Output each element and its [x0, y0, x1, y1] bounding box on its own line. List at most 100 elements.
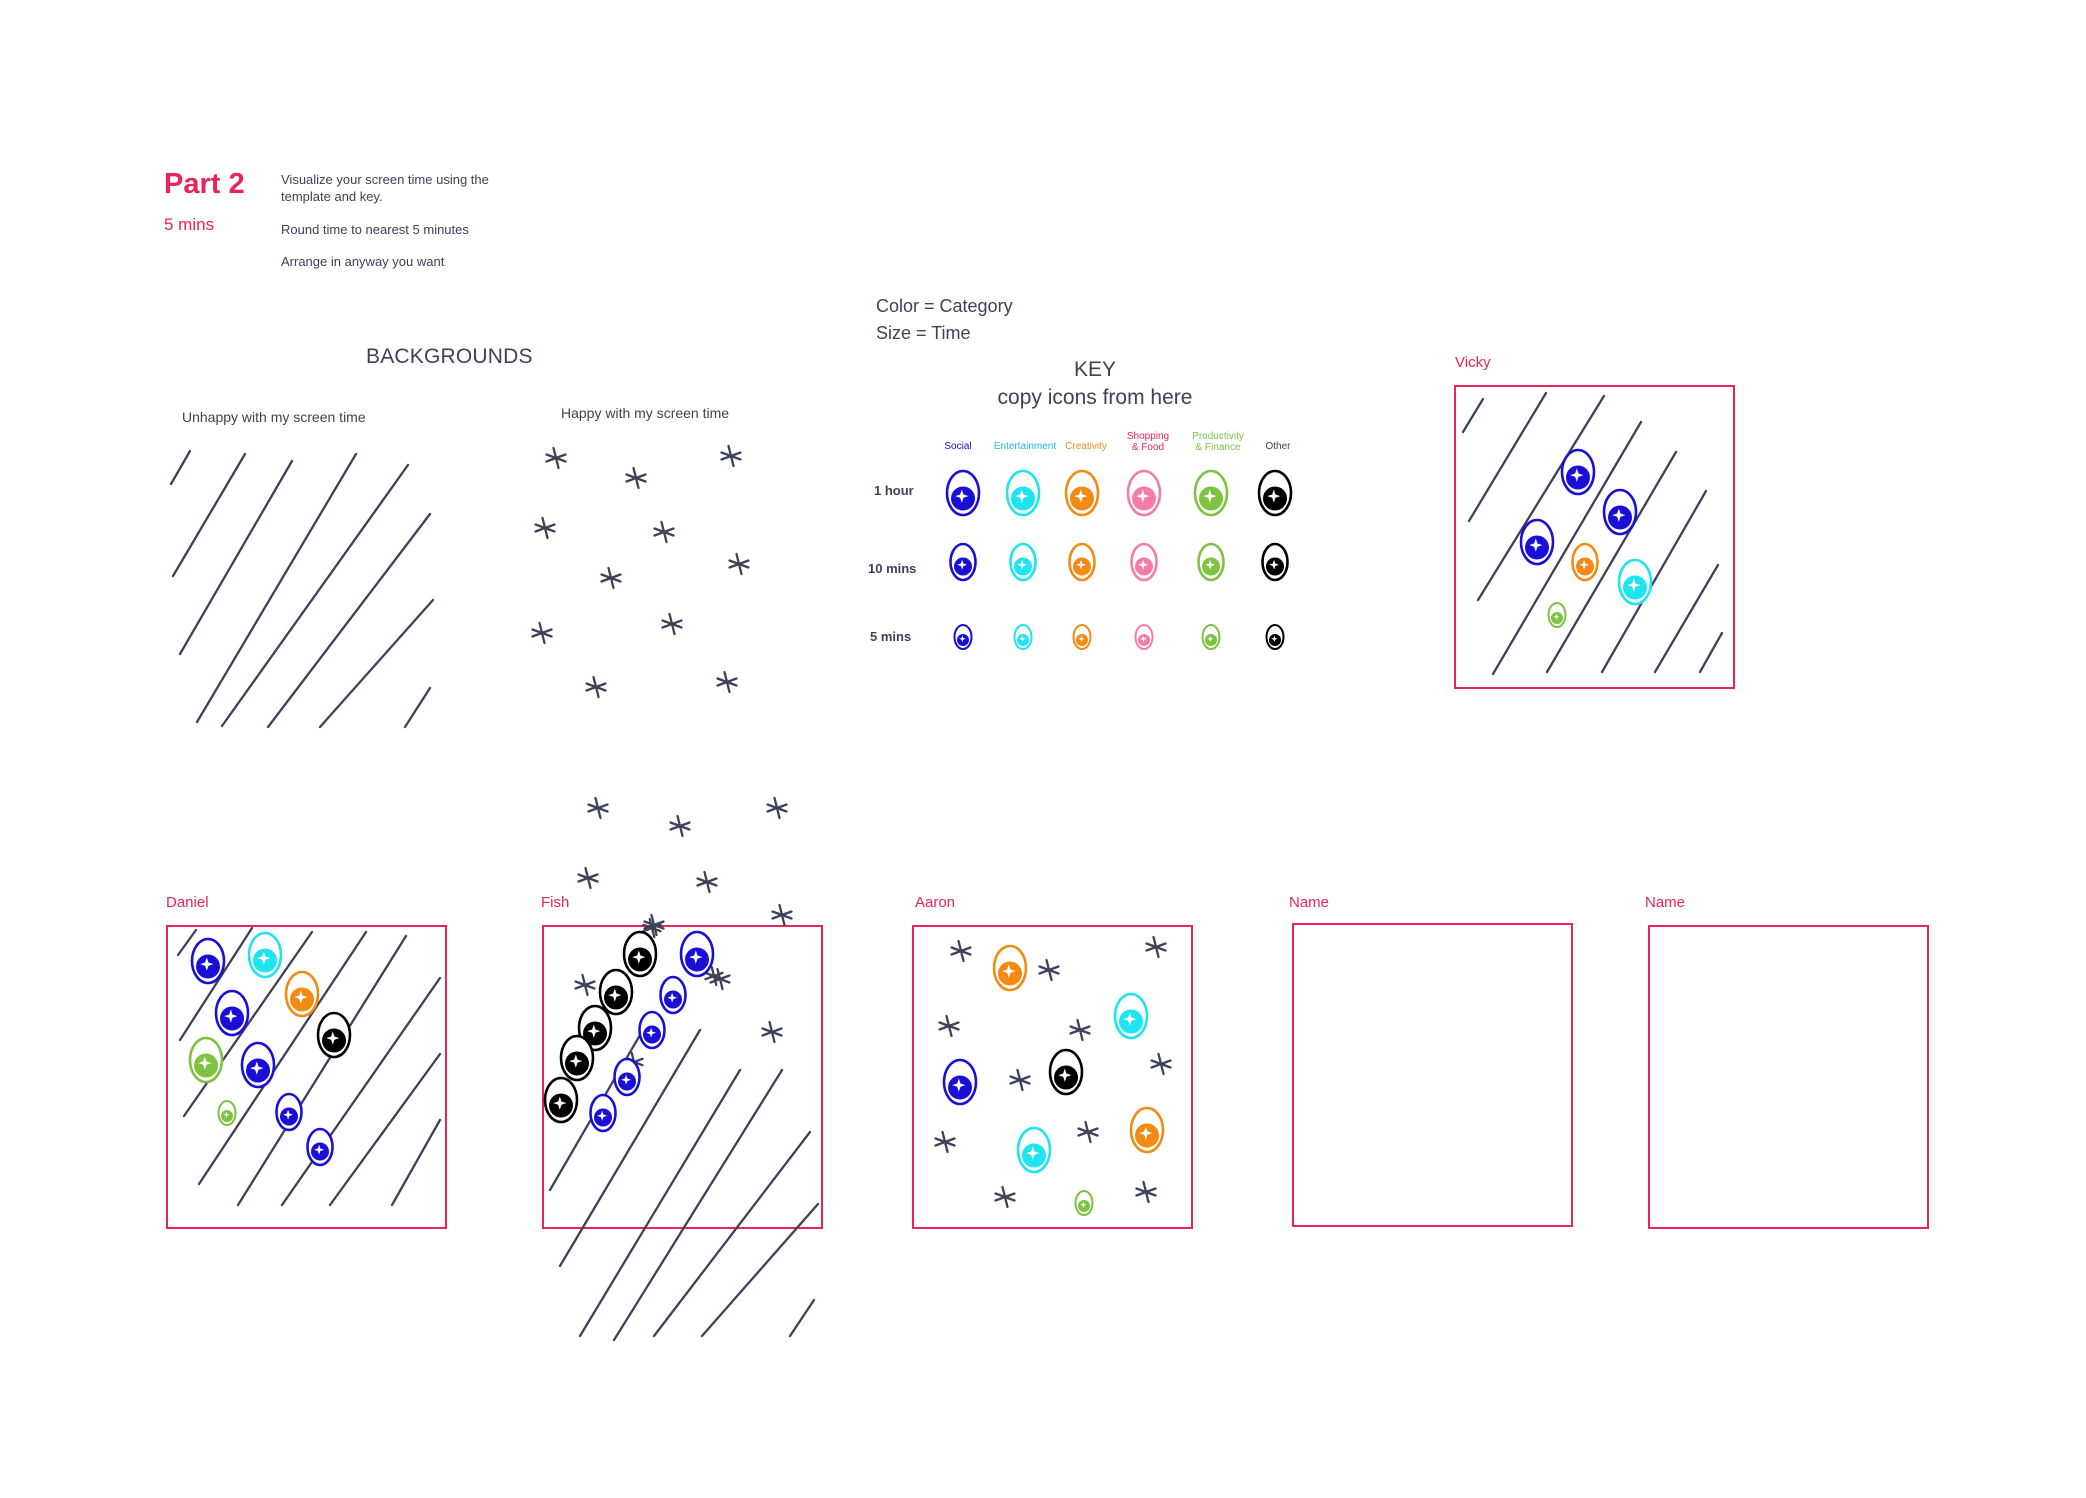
key-category-productivity-finance: Productivity & Finance [1192, 431, 1244, 453]
daniel-productivity-icon[interactable] [188, 1036, 224, 1084]
happy-star [728, 552, 750, 576]
key-category-shopping-food: Shopping & Food [1126, 431, 1170, 453]
board-name-vicky: Vicky [1455, 354, 1491, 371]
aaron-star [950, 939, 972, 963]
daniel-social-icon[interactable] [275, 1092, 303, 1132]
vicky-hatch-line [1461, 397, 1485, 434]
key-icon-5mins[interactable] [1134, 624, 1154, 650]
daniel-productivity-icon[interactable] [217, 1100, 237, 1126]
vicky-hatch-line [1698, 631, 1724, 674]
fish-social-icon[interactable] [679, 930, 715, 978]
aaron-social-icon[interactable] [942, 1058, 978, 1106]
daniel-hatch-line [178, 926, 254, 1042]
key-icon-10mins[interactable] [1009, 542, 1037, 582]
key-category-entertainment: Entertainment [993, 441, 1057, 452]
aaron-creativity-icon[interactable] [992, 944, 1028, 992]
key-icon-10mins[interactable] [949, 542, 977, 582]
vicky-hatch-line [1491, 420, 1643, 676]
key-icon-5mins[interactable] [1013, 624, 1033, 650]
part-title: Part 2 [164, 168, 245, 200]
aaron-other-icon[interactable] [1048, 1048, 1084, 1096]
key-icon-10mins[interactable] [1261, 542, 1289, 582]
unhappy-hatch-line [220, 463, 410, 728]
key-icon-1hour[interactable] [1257, 469, 1293, 517]
vicky-entertainment-icon[interactable] [1617, 558, 1653, 606]
fish-other-icon[interactable] [543, 1076, 579, 1124]
key-icon-5mins[interactable] [1072, 624, 1092, 650]
key-title: KEY copy icons from here [960, 356, 1230, 412]
vicky-social-icon[interactable] [1560, 448, 1596, 496]
aaron-star [1069, 1018, 1091, 1042]
daniel-social-icon[interactable] [306, 1127, 334, 1167]
daniel-creativity-icon[interactable] [284, 970, 320, 1018]
key-icon-1hour[interactable] [1126, 469, 1162, 517]
board-empty-2[interactable] [1648, 925, 1929, 1229]
instruction-round: Round time to nearest 5 minutes [281, 222, 469, 237]
daniel-hatch-line [280, 976, 442, 1207]
vicky-creativity-icon[interactable] [1571, 542, 1599, 582]
happy-star [531, 621, 553, 645]
fish-hatch-line [612, 1068, 784, 1342]
vicky-hatch-line [1545, 450, 1678, 674]
daniel-entertainment-icon[interactable] [247, 931, 283, 979]
key-icon-5mins[interactable] [953, 624, 973, 650]
unhappy-hatch-line [403, 686, 432, 729]
happy-star [625, 466, 647, 490]
part-duration: 5 mins [164, 215, 215, 234]
fish-social-icon[interactable] [638, 1010, 666, 1050]
happy-star [585, 675, 607, 699]
fish-other-icon[interactable] [559, 1034, 595, 1082]
key-icon-10mins[interactable] [1130, 542, 1158, 582]
vicky-social-icon[interactable] [1602, 488, 1638, 536]
aaron-star [1145, 935, 1167, 959]
instruction-visualize: Visualize your screen time using the tem… [281, 172, 489, 204]
board-aaron[interactable] [912, 925, 1193, 1229]
backgrounds-title: BACKGROUNDS [366, 345, 533, 368]
fish-star [577, 866, 599, 890]
happy-star [716, 670, 738, 694]
daniel-other-icon[interactable] [316, 1011, 352, 1059]
board-vicky[interactable] [1454, 385, 1735, 689]
fish-social-icon[interactable] [589, 1093, 617, 1133]
vicky-hatch-line [1476, 394, 1606, 602]
daniel-social-icon[interactable] [240, 1041, 276, 1089]
key-category-creativity: Creativity [1065, 441, 1107, 452]
board-name-empty-2: Name [1645, 894, 1686, 911]
aaron-productivity-icon[interactable] [1074, 1190, 1094, 1216]
daniel-hatch-line [390, 1118, 442, 1207]
aaron-entertainment-icon[interactable] [1113, 992, 1149, 1040]
star-marks [531, 444, 1172, 1209]
fish-social-icon[interactable] [659, 975, 687, 1015]
fish-other-icon[interactable] [622, 930, 658, 978]
key-icon-1hour[interactable] [1005, 469, 1041, 517]
vicky-social-icon[interactable] [1519, 518, 1555, 566]
happy-label: Happy with my screen time [561, 405, 730, 421]
fish-hatch-line [652, 1130, 812, 1338]
board-empty-1[interactable] [1292, 923, 1573, 1227]
happy-star [653, 520, 675, 544]
aaron-creativity-icon[interactable] [1129, 1106, 1165, 1154]
aaron-star [994, 1185, 1016, 1209]
key-icon-1hour[interactable] [1064, 469, 1100, 517]
key-icon-1hour[interactable] [1193, 469, 1229, 517]
key-icon-5mins[interactable] [1201, 624, 1221, 650]
unhappy-hatch-line [178, 459, 294, 656]
key-icon-1hour[interactable] [945, 469, 981, 517]
fish-star [766, 796, 788, 820]
aaron-entertainment-icon[interactable] [1016, 1126, 1052, 1174]
daniel-social-icon[interactable] [214, 989, 250, 1037]
vicky-productivity-icon[interactable] [1547, 602, 1567, 628]
fish-star [669, 814, 691, 838]
key-icon-10mins[interactable] [1197, 542, 1225, 582]
key-icon-5mins[interactable] [1265, 624, 1285, 650]
board-daniel[interactable] [166, 925, 447, 1229]
unhappy-hatch-line [195, 452, 358, 724]
fish-social-icon[interactable] [613, 1057, 641, 1097]
key-icon-10mins[interactable] [1068, 542, 1096, 582]
vicky-hatch-line [1600, 489, 1708, 674]
fish-other-icon[interactable] [598, 968, 634, 1016]
unhappy-hatch-line [266, 512, 432, 729]
daniel-social-icon[interactable] [190, 937, 226, 985]
key-row-1-hour: 1 hour [874, 483, 914, 498]
